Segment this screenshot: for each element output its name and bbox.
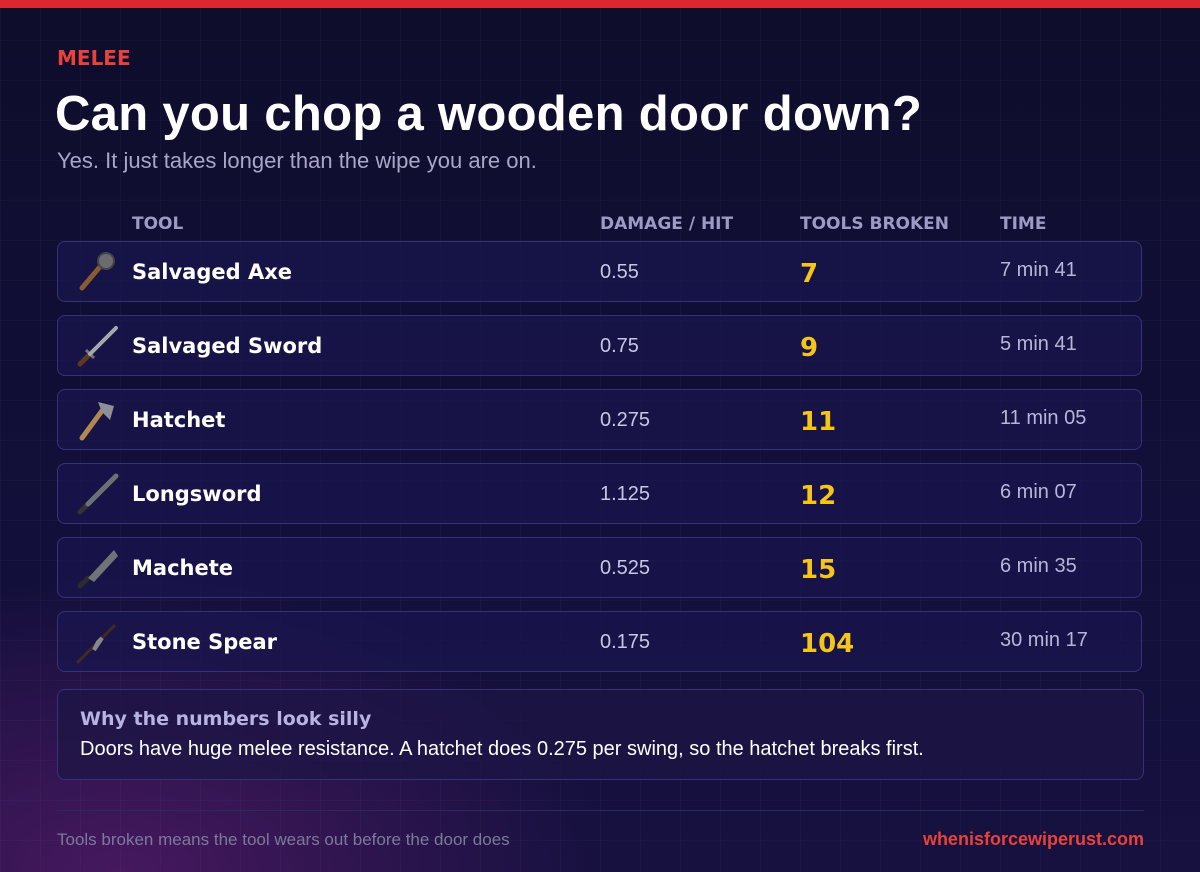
tools-broken: 7 [800,259,819,289]
tool-icon [77,326,118,367]
note-text: Doors have huge melee resistance. A hatc… [80,738,924,760]
table-row: Stone Spear 0.175 104 30 min 17 [57,611,1142,672]
tool-name: Longsword [132,482,262,506]
tool-name: Hatchet [132,408,226,432]
tool-name: Machete [132,556,233,580]
subtitle: Yes. It just takes longer than the wipe … [57,148,537,173]
eyebrow: MELEE [57,46,131,70]
damage: 0.275 [600,409,651,431]
table-row: Longsword 1.125 12 6 min 07 [57,463,1142,524]
time: 30 min 17 [1000,629,1088,651]
column-header: TIME [1000,214,1047,234]
damage: 0.175 [600,631,651,653]
time: 6 min 07 [1000,481,1077,503]
note-box: Why the numbers look silly Doors have hu… [57,689,1144,780]
table-row: Machete 0.525 15 6 min 35 [57,537,1142,598]
damage: 1.125 [600,483,651,505]
tools-broken: 104 [800,629,855,659]
tool-name: Salvaged Axe [132,260,293,284]
damage: 0.525 [600,557,651,579]
tools-broken: 12 [800,481,837,511]
time: 5 min 41 [1000,333,1077,355]
column-header: DAMAGE / HIT [600,214,734,234]
tool-icon [79,402,114,441]
damage: 0.75 [600,335,639,357]
tool-name: Stone Spear [132,630,278,654]
column-header: TOOLS BROKEN [800,214,950,234]
tool-icon [76,624,116,664]
divider [57,810,1144,811]
table-row: Salvaged Axe 0.55 7 7 min 41 [57,241,1142,302]
footer-note: Tools broken means the tool wears out be… [57,830,510,849]
table-row: Hatchet 0.275 11 11 min 05 [57,389,1142,450]
time: 11 min 05 [1000,407,1087,429]
footer-link[interactable]: whenisforcewiperust.com [922,829,1144,849]
tool-icon [77,550,118,589]
tools-broken: 11 [800,407,837,437]
damage: 0.55 [600,261,639,283]
note-title: Why the numbers look silly [80,708,372,730]
tool-name: Salvaged Sword [132,334,323,358]
top-bar [0,0,1200,8]
tools-broken: 9 [800,333,819,363]
tool-icon [77,473,119,515]
time: 7 min 41 [1000,259,1077,281]
title: Can you chop a wooden door down? [55,87,923,141]
tool-icon [79,252,115,291]
time: 6 min 35 [1000,555,1077,577]
table-row: Salvaged Sword 0.75 9 5 min 41 [57,315,1142,376]
tools-broken: 15 [800,555,837,585]
column-header: TOOL [132,214,184,234]
